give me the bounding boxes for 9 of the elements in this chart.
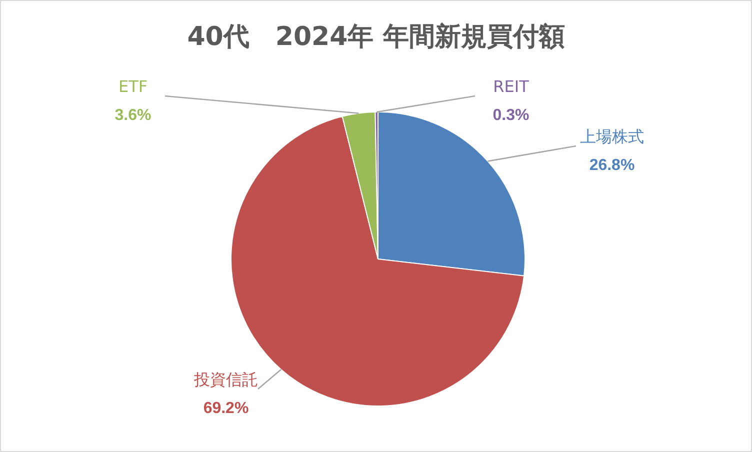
data-label: 26.8%: [589, 157, 635, 174]
chart-title: 40代 2024年 年間新規買付額: [186, 21, 566, 54]
slice-label: REIT: [493, 77, 530, 96]
slice-label: 上場株式: [580, 127, 644, 146]
data-label: 3.6%: [114, 107, 152, 124]
data-label: 0.3%: [492, 107, 530, 124]
slice-label: ETF: [118, 77, 148, 96]
data-label: 69.2%: [203, 400, 249, 417]
slice-label: 投資信託: [193, 370, 258, 389]
